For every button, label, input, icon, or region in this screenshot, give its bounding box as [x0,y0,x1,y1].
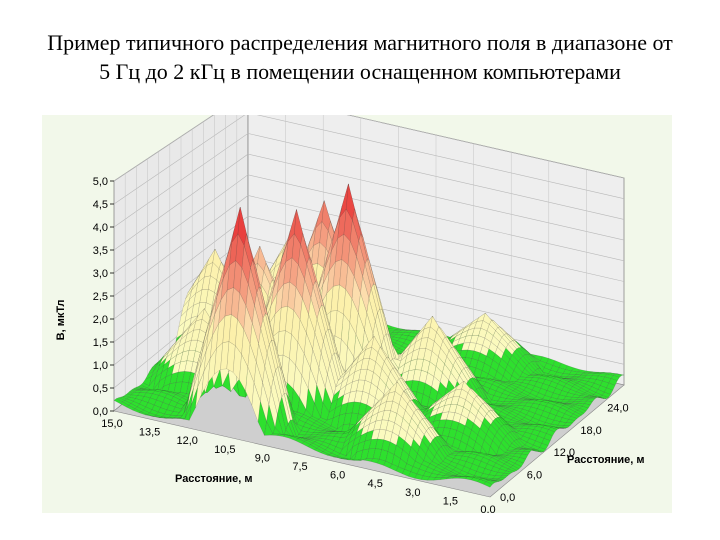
y-axis-title: Расстояние, м [567,454,645,466]
z-tick-label: 4,5 [93,199,108,211]
z-tick-label: 3,5 [93,245,108,257]
surface-cell [483,481,493,488]
page-title: Пример типичного распределения магнитног… [47,30,673,84]
wall-gridline [113,115,625,182]
chart-panel: 0,0 0,5 1,0 1,5 2,0 2,5 3,0 3,5 4,0 4,5 5,0 15,0 13,… [42,115,672,513]
z-tick-label: 3,0 [93,268,108,280]
z-tick-label: 2,5 [93,291,108,303]
z-tick-label: 0,5 [93,383,108,395]
x-tick-label: 13,5 [139,427,160,439]
x-tick-label: 3,0 [405,487,420,499]
x-tick-label: 6,0 [330,470,345,482]
x-tick-label: 9,0 [255,452,270,464]
x-axis-title: Расстояние, м [175,473,253,485]
z-tick-label: 1,5 [93,337,108,349]
x-tick-label: 4,5 [368,478,383,490]
surface-chart: 0,0 0,5 1,0 1,5 2,0 2,5 3,0 3,5 4,0 4,5 5,0 15,0 13,… [55,115,645,513]
z-tick-label: 4,0 [93,222,108,234]
y-tick-label: 24,0 [607,402,628,414]
z-tick-label: 0,0 [93,406,108,418]
z-axis-title: B, мкТл [55,300,67,341]
y-tick-label: 0,0 [500,492,515,504]
x-tick-label: 7,5 [292,461,307,473]
z-tick-label: 5,0 [93,176,108,188]
x-tick-label: 1,5 [443,495,458,507]
surface-mesh [113,183,625,488]
x-tick-label: 12,0 [176,435,197,447]
z-tick-label: 1,0 [93,360,108,372]
x-tick-label: 0,0 [480,504,495,513]
y-tick-label: 6,0 [527,470,542,482]
x-tick-label: 15,0 [101,418,122,430]
z-tick-label: 2,0 [93,314,108,326]
y-tick-label: 18,0 [580,425,601,437]
axis-ticks: 0,0 0,5 1,0 1,5 2,0 2,5 3,0 3,5 4,0 4,5 5,0 15,0 13,… [93,176,629,513]
x-tick-label: 10,5 [214,444,235,456]
y-tick-label: 12,0 [554,447,575,459]
